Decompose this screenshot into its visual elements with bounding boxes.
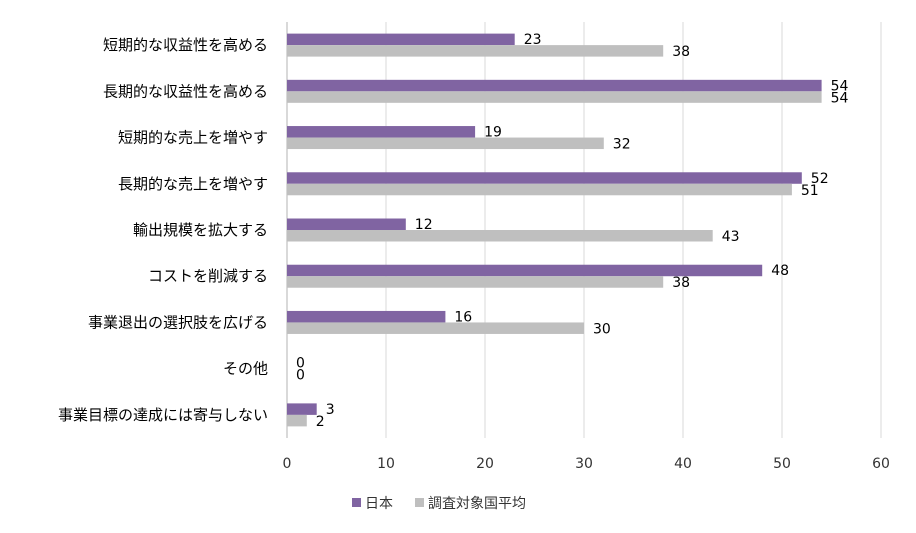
data-label: 12 [415,217,433,233]
x-tick-label: 50 [773,456,791,472]
data-label: 0 [296,368,305,384]
data-label: 51 [801,183,819,199]
bar-japan [287,264,763,277]
legend-label: 日本 [365,496,393,512]
bar-average [287,91,822,103]
data-label: 32 [613,137,631,153]
bar-japan [287,172,802,184]
x-tick-label: 20 [476,456,494,472]
category-label: 事業退出の選択肢を広げる [88,313,268,331]
bar-average [287,230,713,242]
bar-average [287,137,604,150]
bar-japan [287,403,317,415]
bar-japan [287,218,406,230]
data-label: 52 [811,171,829,187]
legend-swatch [415,498,424,507]
x-tick-label: 60 [872,456,890,472]
category-label: 短期的な収益性を高める [103,36,268,54]
bar-average [287,183,792,196]
bar-average [287,322,584,334]
x-tick-label: 40 [674,456,692,472]
bar-average [287,414,307,427]
legend-label: 調査対象国平均 [428,496,526,512]
category-label: 長期的な売上を増やす [118,175,268,193]
x-tick-label: 10 [377,456,395,472]
category-label: 事業目標の達成には寄与しない [58,406,268,424]
data-label: 16 [454,309,472,325]
data-label: 54 [831,78,849,94]
category-label: その他 [223,360,268,378]
legend-swatch [352,498,361,507]
data-label: 2 [316,414,325,430]
data-label: 38 [672,44,690,60]
data-label: 38 [672,275,690,291]
bar-japan [287,79,822,92]
data-label: 54 [831,90,849,106]
data-label: 3 [326,402,335,418]
bar-japan [287,310,446,323]
data-label: 43 [722,229,740,245]
category-label: 長期的な収益性を高める [103,82,268,100]
bar-japan [287,33,515,46]
category-label: コストを削減する [148,267,268,285]
category-label: 輸出規模を拡大する [133,221,268,239]
data-label: 23 [524,32,542,48]
data-label: 0 [296,356,305,372]
x-tick-label: 0 [283,456,292,472]
data-label: 48 [771,263,789,279]
data-label: 19 [484,125,502,141]
bar-japan [287,126,476,138]
bar-average [287,45,664,57]
data-label: 30 [593,321,611,337]
category-label: 短期的な売上を増やす [118,129,268,147]
bar-average [287,276,664,288]
x-tick-label: 30 [575,456,593,472]
